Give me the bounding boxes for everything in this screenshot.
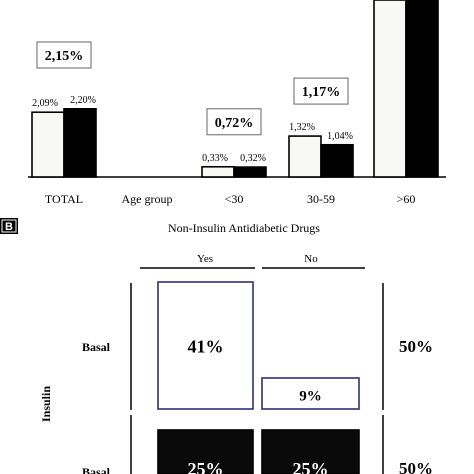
- cell-value: 25%: [293, 459, 329, 474]
- bar-0-0: [31, 111, 65, 178]
- column-label: No: [304, 253, 318, 265]
- group-total-label: 0,72%: [215, 116, 254, 131]
- value-label: 1,32%: [289, 122, 315, 133]
- bar-3-0: [373, 0, 407, 178]
- x-axis-title: Age group: [122, 192, 173, 206]
- table-cell: [261, 429, 360, 474]
- cell-value: 9%: [299, 389, 322, 405]
- row-axis-label: Insulin: [39, 386, 53, 422]
- group-total-box: [293, 77, 349, 105]
- category-tick-label: 30-59: [307, 192, 335, 206]
- table-cell: [261, 377, 360, 410]
- group-total-label: 1,17%: [302, 85, 341, 100]
- column-label: Yes: [197, 253, 213, 265]
- row-label: Basal: [82, 465, 111, 474]
- group-total-box: [36, 41, 92, 69]
- bar-1-1: [233, 166, 267, 178]
- row-total: 50%: [399, 459, 433, 474]
- cell-value: 25%: [188, 459, 224, 474]
- value-label: 0,33%: [202, 153, 228, 164]
- bar-0-1: [63, 108, 97, 178]
- bar-2-0: [288, 135, 322, 178]
- table-cell: [157, 429, 254, 474]
- bar-1-0: [201, 165, 235, 178]
- category-tick-label: <30: [225, 192, 244, 206]
- panel-b-badge: [0, 218, 18, 234]
- category-tick-label: >60: [397, 192, 416, 206]
- bar-2-1: [320, 143, 354, 178]
- panel-b-badge-border: [1, 219, 17, 233]
- table-cell: [157, 281, 254, 410]
- cell-value: 41%: [188, 337, 224, 357]
- value-label: 0,32%: [240, 153, 266, 164]
- group-total-label: 2,15%: [45, 49, 84, 64]
- value-label: 1,04%: [327, 131, 353, 142]
- panel-b-letter: B: [5, 221, 13, 233]
- value-label: 2,20%: [70, 95, 96, 106]
- bar-3-1: [405, 0, 439, 178]
- row-label: Basal: [82, 340, 111, 354]
- row-total: 50%: [399, 337, 433, 356]
- group-total-box: [206, 108, 262, 136]
- table-title: Non-Insulin Antidiabetic Drugs: [168, 221, 320, 235]
- value-label: 2,09%: [32, 98, 58, 109]
- category-tick-label: TOTAL: [45, 192, 83, 206]
